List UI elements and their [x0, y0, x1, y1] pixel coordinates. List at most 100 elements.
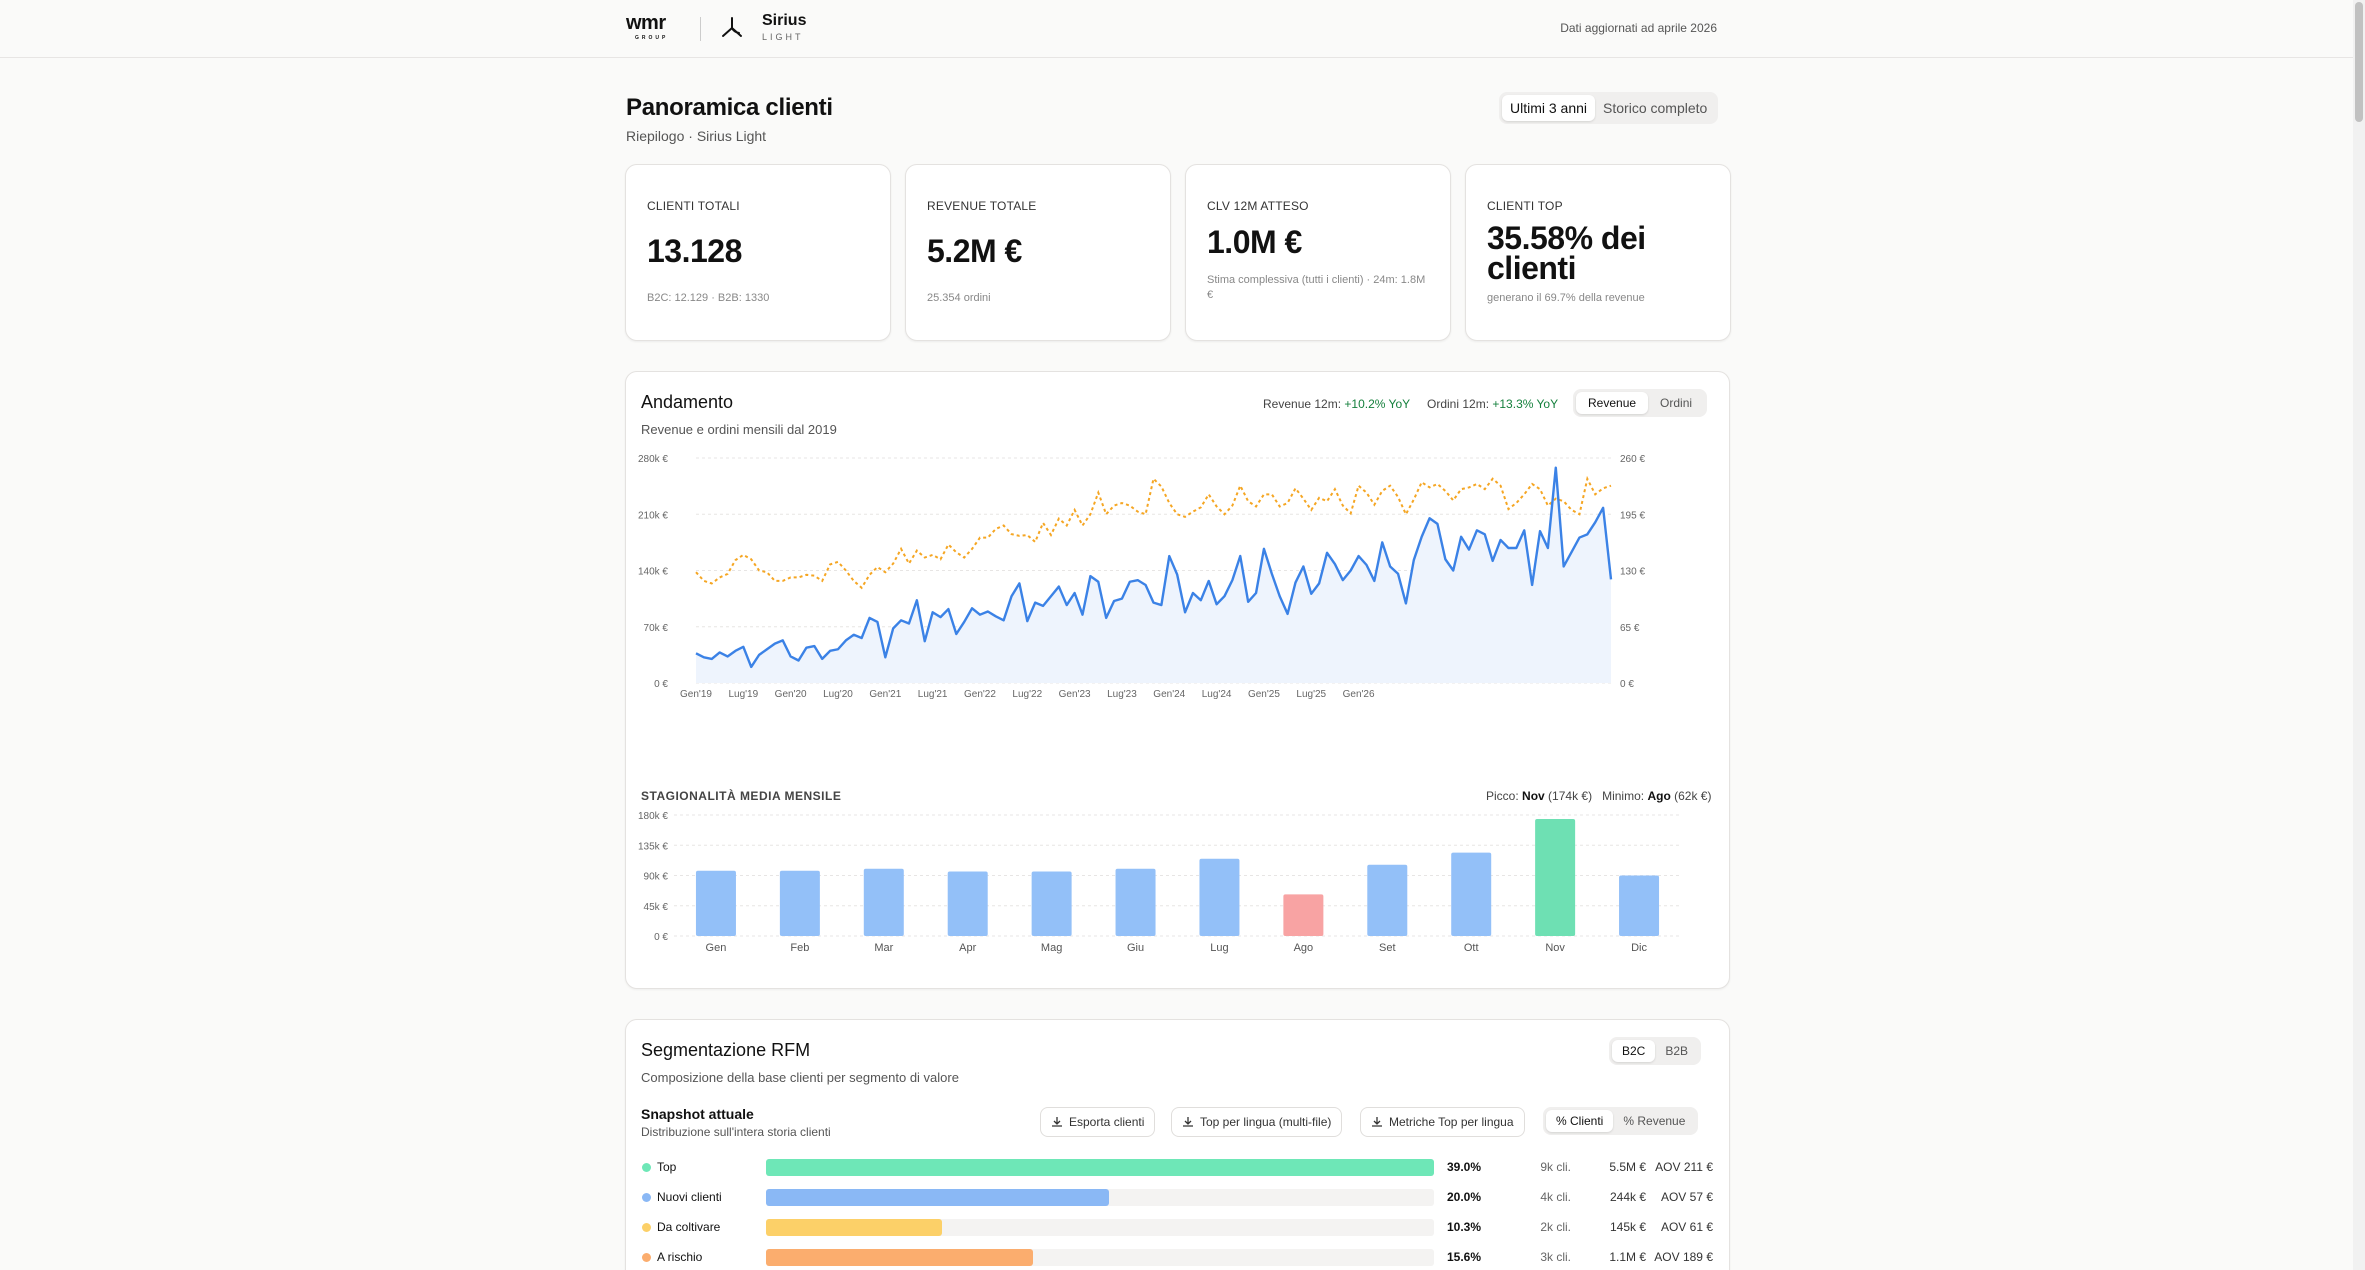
logo-divider — [700, 17, 701, 41]
x-tick: Mar — [874, 942, 893, 954]
kpi-card-total-clients: CLIENTI TOTALI 13.128 B2C: 12.129 · B2B:… — [625, 164, 891, 341]
segment-name: Da coltivare — [657, 1220, 721, 1234]
rfm-row-new-clients[interactable]: Nuovi clienti 20.0% 4k cli. 244k € AOV 5… — [641, 1187, 1713, 1207]
season-bar-ago — [1283, 894, 1324, 936]
season-bar-mag — [1031, 871, 1072, 936]
x-tick: Gen'22 — [964, 689, 996, 700]
revenue-yoy-value: +10.2% YoY — [1344, 397, 1411, 411]
y-tick: 0 € — [654, 932, 668, 943]
segment-bar-fill — [766, 1159, 1434, 1176]
page-scrollbar[interactable] — [2353, 0, 2365, 1270]
segment-aov: AOV 61 € — [1660, 1220, 1713, 1234]
y-tick: 135k € — [638, 841, 668, 852]
x-tick: Gen'20 — [775, 689, 807, 700]
season-bar-set — [1367, 864, 1408, 936]
y-tick: 180k € — [638, 811, 668, 822]
x-tick: Lug'25 — [1296, 689, 1326, 700]
trend-option-orders[interactable]: Ordini — [1660, 396, 1693, 410]
y-left-tick: 210k € — [638, 510, 668, 521]
data-updated-label: Dati aggiornati ad aprile 2026 — [1560, 21, 1717, 35]
kpi-label: REVENUE TOTALE — [927, 199, 1037, 213]
segment-clients: 9k cli. — [1540, 1160, 1571, 1174]
rfm-title: Segmentazione RFM — [641, 1040, 811, 1060]
x-tick: Gen'25 — [1248, 689, 1280, 700]
segment-aov: AOV 189 € — [1654, 1250, 1713, 1264]
x-tick: Mag — [1041, 942, 1062, 954]
scrollbar-thumb[interactable] — [2355, 2, 2363, 122]
rfm-subtitle: Composizione della base clienti per segm… — [641, 1070, 959, 1085]
range-option-3-years[interactable]: Ultimi 3 anni — [1502, 95, 1596, 121]
x-tick: Lug — [1210, 942, 1228, 954]
trend-card: Andamento Revenue e ordini mensili dal 2… — [625, 371, 1730, 989]
orders-yoy-value: +13.3% YoY — [1492, 397, 1559, 411]
range-toggle: Ultimi 3 anni Storico completo — [1499, 92, 1719, 124]
segment-pct: 10.3% — [1447, 1220, 1482, 1234]
kpi-note: Stima complessiva (tutti i clienti) · 24… — [1207, 274, 1426, 301]
x-tick: Giu — [1127, 942, 1144, 954]
rfm-row-top[interactable]: Top 39.0% 9k cli. 5.5M € AOV 211 € — [641, 1157, 1713, 1177]
trend-option-revenue[interactable]: Revenue — [1576, 392, 1649, 414]
segment-revenue: 244k € — [1609, 1190, 1646, 1204]
segment-bar-fill — [766, 1189, 1109, 1206]
snapshot-title: Snapshot attuale — [641, 1106, 754, 1122]
wmr-logo[interactable]: wmr GROUP — [626, 12, 666, 41]
y-right-tick: 130 € — [1620, 567, 1645, 578]
segment-clients: 4k cli. — [1540, 1190, 1571, 1204]
top-by-language-button[interactable]: Top per lingua (multi-file) — [1171, 1107, 1343, 1137]
kpi-card-clv: CLV 12M ATTESO 1.0M € Stima complessiva … — [1185, 164, 1451, 341]
x-tick: Lug'23 — [1107, 689, 1137, 700]
orders-yoy: Ordini 12m: +13.3% YoY — [1427, 397, 1558, 411]
kpi-label: CLIENTI TOP — [1487, 199, 1563, 213]
segment-bar-fill — [766, 1249, 1034, 1266]
season-bar-gen — [695, 870, 736, 936]
segment-bar-fill — [766, 1219, 943, 1236]
sirius-logo[interactable]: Sirius LIGHT — [762, 12, 806, 42]
y-left-tick: 70k € — [644, 623, 669, 634]
x-tick: Lug'22 — [1012, 689, 1042, 700]
top-bar: wmr GROUP Sirius LIGHT Dati aggiornati a… — [0, 0, 2353, 58]
segment-name: A rischio — [657, 1250, 703, 1264]
trend-subtitle: Revenue e ordini mensili dal 2019 — [641, 422, 837, 437]
kpi-label: CLIENTI TOTALI — [647, 199, 740, 213]
x-tick: Apr — [959, 942, 976, 954]
peak-value: (174k €) — [1548, 789, 1593, 803]
page-subtitle: Riepilogo · Sirius Light — [626, 128, 767, 144]
trend-title: Andamento — [641, 392, 734, 412]
metric-option-revenue[interactable]: % Revenue — [1623, 1114, 1686, 1128]
rfm-segment-toggle: B2C B2B — [1609, 1037, 1702, 1065]
season-bar-nov — [1535, 819, 1576, 936]
page-title: Panoramica clienti — [626, 94, 833, 121]
wmr-logo-sub: GROUP — [635, 35, 669, 41]
seasonality-label: STAGIONALITÀ MEDIA MENSILE — [641, 789, 842, 803]
x-tick: Gen'21 — [869, 689, 901, 700]
rfm-option-b2c[interactable]: B2C — [1612, 1040, 1656, 1062]
segment-revenue: 1.1M € — [1609, 1250, 1646, 1264]
season-bar-apr — [947, 871, 988, 936]
revenue-yoy-label: Revenue 12m: — [1263, 397, 1342, 411]
min-label: Minimo: — [1602, 789, 1645, 803]
kpi-value: 35.58% dei clienti — [1487, 220, 1646, 286]
kpi-label: CLV 12M ATTESO — [1207, 199, 1309, 213]
wmr-logo-text: wmr — [626, 12, 666, 34]
trend-metric-toggle: Revenue Ordini — [1573, 389, 1708, 417]
x-tick: Gen'24 — [1153, 689, 1185, 700]
rfm-option-b2b[interactable]: B2B — [1665, 1044, 1689, 1058]
segment-pct: 20.0% — [1447, 1190, 1482, 1204]
y-right-tick: 0 € — [1620, 679, 1634, 690]
kpi-note: B2C: 12.129 · B2B: 1330 — [647, 292, 770, 304]
top-metrics-by-language-button[interactable]: Metriche Top per lingua — [1360, 1107, 1525, 1137]
button-label: Esporta clienti — [1069, 1115, 1145, 1129]
export-clients-button[interactable]: Esporta clienti — [1040, 1107, 1156, 1137]
x-tick: Ago — [1294, 942, 1314, 954]
kpi-value: 13.128 — [647, 233, 742, 269]
button-label: Metriche Top per lingua — [1389, 1115, 1514, 1129]
rfm-row-at-risk[interactable]: A rischio 15.6% 3k cli. 1.1M € AOV 189 € — [641, 1247, 1713, 1267]
season-bar-giu — [1115, 868, 1156, 936]
metric-option-clients[interactable]: % Clienti — [1546, 1110, 1614, 1132]
rfm-row-to-nurture[interactable]: Da coltivare 10.3% 2k cli. 145k € AOV 61… — [641, 1217, 1713, 1237]
range-option-full-history[interactable]: Storico completo — [1603, 100, 1708, 116]
y-right-tick: 260 € — [1620, 454, 1645, 465]
x-tick: Feb — [790, 942, 809, 954]
download-icon — [1183, 1117, 1193, 1127]
x-tick: Set — [1379, 942, 1396, 954]
